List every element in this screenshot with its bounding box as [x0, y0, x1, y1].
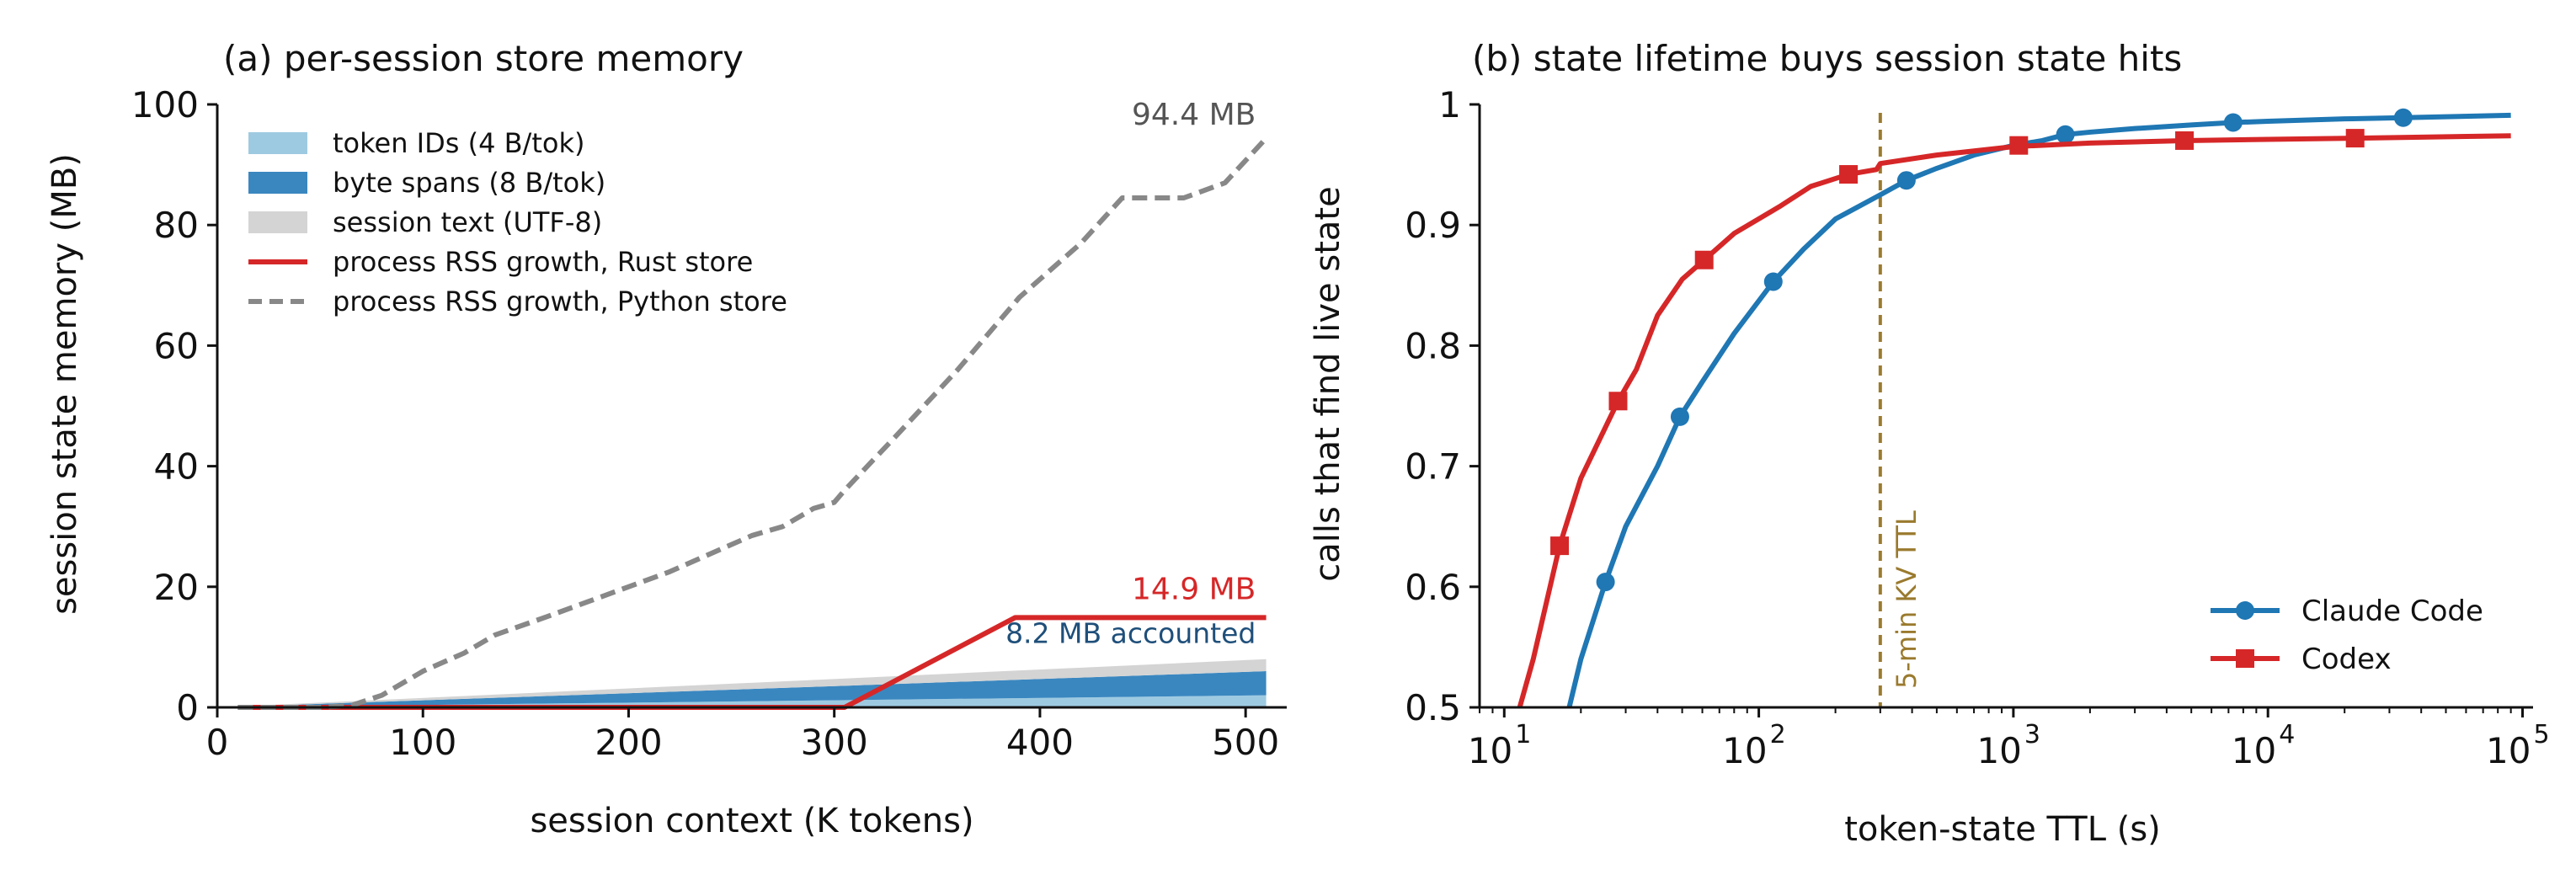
y-tick-label: 80	[154, 205, 199, 246]
legend-label-line-0: process RSS growth, Rust store	[333, 246, 753, 278]
panel-b-axes: 10 1 10 2 10 3 10 4 10 50.50.60.70.80.91	[1405, 84, 2549, 771]
annotation-0: 94.4 MB	[1132, 98, 1256, 132]
panel-a-annotations: 94.4 MB 14.9 MB 8.2 MB accounted	[1005, 98, 1256, 649]
x-tick-label: 200	[595, 722, 662, 763]
legend-label-0: Claude Code	[2301, 595, 2483, 628]
x-tick-label: 10	[1976, 730, 2021, 771]
data-point-codex	[1608, 392, 1628, 411]
y-tick-label: 1	[1438, 84, 1461, 125]
data-point-codex	[2175, 131, 2195, 150]
panel-a-legend: token IDs (4 B/tok) byte spans (8 B/tok) s…	[248, 127, 787, 317]
data-point-claude-code	[2393, 108, 2413, 127]
panel-a-stacked-areas	[237, 659, 1267, 707]
x-tick-label: 500	[1212, 722, 1279, 763]
legend-marker-square	[2236, 649, 2254, 668]
x-tick-label: 300	[801, 722, 868, 763]
data-point-claude-code	[1763, 272, 1783, 291]
x-tick-label: 10	[2232, 730, 2276, 771]
annotation-1: 14.9 MB	[1132, 572, 1256, 606]
panel-b-title: (b) state lifetime buys session state hi…	[1472, 38, 2182, 79]
legend-swatch-area-0	[248, 132, 307, 154]
y-tick-label: 40	[154, 446, 199, 488]
y-tick-label: 0	[176, 687, 199, 728]
legend-label-1: Codex	[2301, 643, 2392, 676]
panel-a-title: (a) per-session store memory	[223, 38, 744, 79]
panel-b-x-axis-label: token-state TTL (s)	[1844, 810, 2161, 849]
legend-label-line-1: process RSS growth, Python store	[333, 285, 787, 317]
reference-line-label: 5-min KV TTL	[1891, 510, 1923, 689]
annotation-2: 8.2 MB accounted	[1005, 616, 1256, 649]
data-point-claude-code	[1896, 171, 1916, 190]
panel-b-reference-line: 5-min KV TTL	[1878, 113, 1923, 707]
data-point-claude-code	[1596, 573, 1615, 592]
x-tick-exponent: 5	[2533, 720, 2549, 749]
data-point-codex	[1694, 250, 1714, 269]
x-tick-label: 0	[206, 722, 229, 763]
legend-label-area-2: session text (UTF-8)	[333, 206, 602, 238]
x-tick-label: 400	[1006, 722, 1074, 763]
x-tick-exponent: 4	[2279, 720, 2295, 749]
panel-a-y-axis-label: session state memory (MB)	[45, 153, 84, 615]
y-tick-label: 100	[131, 84, 199, 125]
y-tick-label: 60	[154, 325, 199, 366]
y-tick-label: 0.9	[1405, 205, 1461, 246]
legend-swatch-area-1	[248, 172, 307, 194]
series-line-1	[237, 136, 1268, 710]
x-tick-label: 10	[1722, 730, 1767, 771]
y-tick-label: 0.7	[1405, 446, 1461, 488]
y-tick-label: 0.5	[1405, 687, 1461, 728]
panel-b-legend: Claude Code Codex	[2211, 595, 2483, 676]
legend-swatch-area-2	[248, 211, 307, 233]
legend-marker-circle	[2236, 601, 2254, 620]
area-1	[237, 671, 1267, 707]
panel-a-axes: 0 100 200 300 400 500 0 20 40 60 80 100	[131, 84, 1287, 763]
legend-label-area-0: token IDs (4 B/tok)	[333, 127, 584, 159]
panel-b-hit-rate-chart: (b) state lifetime buys session state hi…	[1309, 38, 2550, 849]
panel-b-y-axis-label: calls that find live state	[1309, 186, 1347, 581]
data-point-codex	[1839, 165, 1859, 184]
data-point-claude-code	[2223, 113, 2243, 132]
x-tick-exponent: 1	[1515, 720, 1531, 749]
y-tick-label: 20	[154, 567, 199, 608]
legend-label-area-1: byte spans (8 B/tok)	[333, 167, 605, 199]
y-tick-label: 0.8	[1405, 325, 1461, 366]
area-0	[237, 695, 1267, 707]
data-point-codex	[2345, 129, 2365, 148]
data-point-codex	[2009, 136, 2029, 155]
panel-a-memory-chart: (a) per-session store memory session sta…	[45, 38, 1287, 840]
data-point-claude-code	[2056, 125, 2075, 144]
area-2	[237, 659, 1267, 707]
x-tick-label: 10	[1468, 730, 1512, 771]
y-tick-label: 0.6	[1405, 567, 1461, 608]
x-tick-label: 10	[2486, 730, 2531, 771]
x-tick-exponent: 3	[2024, 720, 2040, 749]
x-tick-exponent: 2	[1770, 720, 1786, 749]
x-tick-label: 100	[389, 722, 456, 763]
data-point-codex	[1550, 536, 1570, 556]
panel-b-lines	[1517, 108, 2511, 707]
panel-a-x-axis-label: session context (K tokens)	[530, 802, 973, 840]
data-point-claude-code	[1670, 407, 1689, 426]
series-line-1	[1517, 133, 2511, 707]
